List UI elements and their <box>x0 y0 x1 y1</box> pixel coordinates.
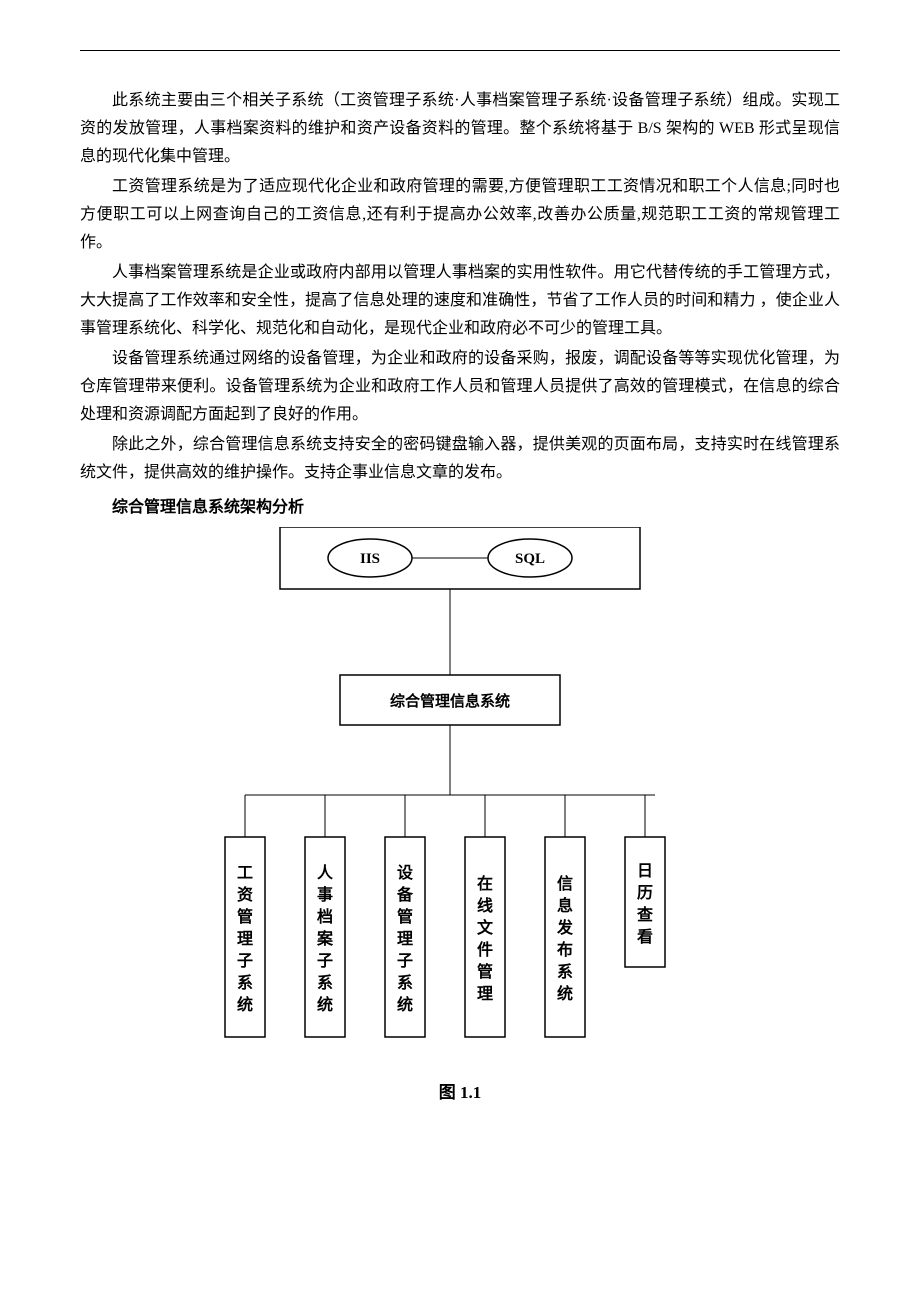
svg-text:统: 统 <box>237 995 253 1014</box>
svg-text:管: 管 <box>397 907 413 926</box>
svg-text:子: 子 <box>317 952 333 970</box>
svg-text:系: 系 <box>397 974 413 992</box>
architecture-diagram: IISSQL综合管理信息系统工资管理子系统人事档案子系统设备管理子系统在线文件管… <box>210 527 710 1103</box>
svg-text:线: 线 <box>477 896 493 915</box>
svg-text:子: 子 <box>237 952 253 970</box>
svg-text:管: 管 <box>477 962 493 981</box>
svg-text:综合管理信息系统: 综合管理信息系统 <box>390 692 510 710</box>
svg-text:系: 系 <box>317 974 333 992</box>
svg-text:IIS: IIS <box>360 551 380 567</box>
svg-text:统: 统 <box>397 995 413 1014</box>
paragraph-4: 设备管理系统通过网络的设备管理，为企业和政府的设备采购，报废，调配设备等等实现优… <box>80 345 840 429</box>
svg-text:案: 案 <box>316 929 334 948</box>
svg-text:备: 备 <box>396 885 414 904</box>
svg-text:理: 理 <box>237 930 253 948</box>
svg-text:信: 信 <box>557 874 573 893</box>
svg-text:管: 管 <box>237 907 253 926</box>
svg-text:统: 统 <box>557 984 573 1003</box>
svg-text:理: 理 <box>477 985 493 1003</box>
svg-text:档: 档 <box>317 907 333 926</box>
section-heading: 综合管理信息系统架构分析 <box>80 493 840 517</box>
svg-text:文: 文 <box>477 918 494 937</box>
svg-text:布: 布 <box>557 940 573 959</box>
paragraph-3: 人事档案管理系统是企业或政府内部用以管理人事档案的实用性软件。用它代替传统的手工… <box>80 259 840 343</box>
paragraph-5: 除此之外，综合管理信息系统支持安全的密码键盘输入器，提供美观的页面布局，支持实时… <box>80 431 840 487</box>
svg-text:息: 息 <box>557 896 573 915</box>
svg-text:人: 人 <box>317 864 334 882</box>
figure-caption: 图 1.1 <box>210 1078 710 1103</box>
svg-text:查: 查 <box>637 905 653 924</box>
svg-text:统: 统 <box>317 995 333 1014</box>
svg-text:设: 设 <box>397 864 414 882</box>
svg-text:发: 发 <box>556 918 574 937</box>
svg-text:工: 工 <box>237 865 253 882</box>
svg-text:系: 系 <box>557 963 573 981</box>
svg-text:系: 系 <box>237 974 253 992</box>
paragraph-2: 工资管理系统是为了适应现代化企业和政府管理的需要,方便管理职工工资情况和职工个人… <box>80 173 840 257</box>
svg-text:看: 看 <box>636 927 653 946</box>
horizontal-rule <box>80 50 840 51</box>
svg-text:件: 件 <box>477 940 493 959</box>
paragraph-1: 此系统主要由三个相关子系统（工资管理子系统·人事档案管理子系统·设备管理子系统）… <box>80 87 840 171</box>
svg-text:历: 历 <box>637 884 653 902</box>
svg-text:日: 日 <box>637 862 653 880</box>
svg-text:资: 资 <box>237 885 253 904</box>
svg-text:在: 在 <box>477 874 493 893</box>
svg-text:事: 事 <box>317 886 333 904</box>
svg-text:SQL: SQL <box>515 551 545 567</box>
svg-text:理: 理 <box>397 930 413 948</box>
svg-text:子: 子 <box>397 952 413 970</box>
